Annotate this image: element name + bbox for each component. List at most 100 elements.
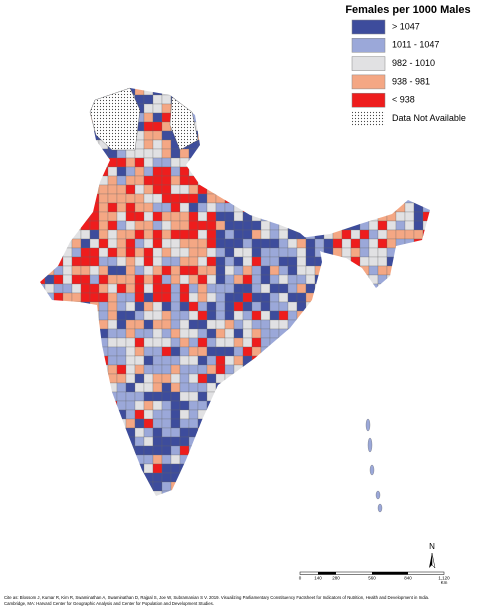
district xyxy=(143,256,154,267)
district xyxy=(80,454,91,465)
district xyxy=(233,346,244,357)
district xyxy=(368,472,379,483)
district xyxy=(350,292,361,303)
district xyxy=(233,400,244,411)
district xyxy=(40,301,46,312)
district xyxy=(269,337,280,348)
district xyxy=(251,247,262,258)
district xyxy=(125,301,136,312)
district xyxy=(206,427,217,438)
district xyxy=(413,247,424,258)
district xyxy=(278,211,289,222)
district xyxy=(44,211,55,222)
district xyxy=(269,283,280,294)
district xyxy=(404,184,415,195)
district xyxy=(314,238,325,249)
district xyxy=(215,436,226,447)
district xyxy=(53,166,64,177)
district xyxy=(287,382,298,393)
district xyxy=(323,94,334,105)
district xyxy=(350,463,361,474)
district xyxy=(89,472,100,483)
district xyxy=(368,184,379,195)
district xyxy=(89,310,100,321)
district xyxy=(62,202,73,213)
district xyxy=(143,436,154,447)
legend-swatch xyxy=(351,19,386,35)
district xyxy=(233,454,244,465)
district xyxy=(134,364,145,375)
district xyxy=(233,166,244,177)
district xyxy=(215,148,226,159)
district xyxy=(134,463,145,474)
district xyxy=(314,337,325,348)
district xyxy=(413,310,424,321)
district xyxy=(368,400,379,411)
district xyxy=(188,418,199,429)
district xyxy=(368,418,379,429)
district xyxy=(422,220,430,231)
district xyxy=(188,274,199,285)
district xyxy=(377,355,388,366)
district xyxy=(386,337,397,348)
district xyxy=(377,139,388,150)
district xyxy=(179,436,190,447)
district xyxy=(98,409,109,420)
district xyxy=(107,238,118,249)
district xyxy=(125,175,136,186)
district xyxy=(206,238,217,249)
district xyxy=(395,445,406,456)
district xyxy=(359,436,370,447)
district xyxy=(44,445,55,456)
district xyxy=(188,88,199,96)
district xyxy=(287,94,298,105)
district xyxy=(341,184,352,195)
district xyxy=(143,292,154,303)
district xyxy=(71,283,82,294)
district xyxy=(152,409,163,420)
district xyxy=(215,346,226,357)
district xyxy=(71,121,82,132)
district xyxy=(40,274,46,285)
scale-unit: Km xyxy=(441,580,448,585)
district xyxy=(71,220,82,231)
district xyxy=(71,310,82,321)
district xyxy=(395,130,406,141)
district xyxy=(341,328,352,339)
district xyxy=(269,121,280,132)
district xyxy=(143,139,154,150)
district xyxy=(134,445,145,456)
district xyxy=(287,283,298,294)
district xyxy=(269,373,280,384)
district xyxy=(53,310,64,321)
district xyxy=(53,400,64,411)
district xyxy=(233,193,244,204)
district xyxy=(314,274,325,285)
district xyxy=(296,427,307,438)
district xyxy=(215,130,226,141)
district xyxy=(305,283,316,294)
district xyxy=(341,112,352,123)
district xyxy=(170,319,181,330)
district xyxy=(242,202,253,213)
district xyxy=(368,139,379,150)
district xyxy=(170,175,181,186)
district xyxy=(62,292,73,303)
district xyxy=(233,283,244,294)
district xyxy=(359,238,370,249)
district xyxy=(278,283,289,294)
district xyxy=(53,193,64,204)
district xyxy=(305,184,316,195)
district xyxy=(40,346,46,357)
district xyxy=(260,130,271,141)
district xyxy=(80,463,91,474)
district xyxy=(359,391,370,402)
district xyxy=(206,490,217,496)
district xyxy=(89,88,100,96)
district xyxy=(404,202,415,213)
district xyxy=(206,337,217,348)
district xyxy=(152,229,163,240)
district xyxy=(143,319,154,330)
district xyxy=(170,427,181,438)
district xyxy=(251,463,262,474)
